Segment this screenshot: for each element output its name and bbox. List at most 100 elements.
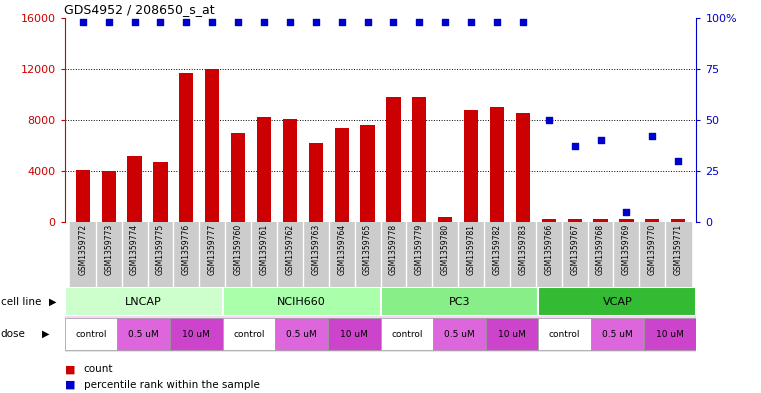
Text: PC3: PC3 bbox=[449, 297, 470, 307]
Bar bbox=[484, 222, 510, 287]
Bar bbox=[387, 97, 400, 222]
Text: GSM1359770: GSM1359770 bbox=[648, 224, 657, 275]
Bar bbox=[199, 222, 225, 287]
Bar bbox=[464, 110, 478, 222]
Bar bbox=[355, 222, 380, 287]
Bar bbox=[127, 156, 142, 222]
Point bbox=[672, 158, 684, 164]
Bar bbox=[406, 222, 432, 287]
Text: NCIH660: NCIH660 bbox=[277, 297, 326, 307]
Bar bbox=[174, 222, 199, 287]
Bar bbox=[283, 119, 297, 222]
Text: 10 uM: 10 uM bbox=[498, 330, 526, 338]
Text: GSM1359773: GSM1359773 bbox=[104, 224, 113, 275]
Bar bbox=[65, 318, 117, 350]
Text: 10 uM: 10 uM bbox=[656, 330, 684, 338]
Point bbox=[543, 117, 555, 123]
Bar bbox=[361, 125, 374, 222]
Text: 0.5 uM: 0.5 uM bbox=[129, 330, 159, 338]
Text: GDS4952 / 208650_s_at: GDS4952 / 208650_s_at bbox=[64, 4, 215, 17]
Bar bbox=[75, 170, 90, 222]
Bar bbox=[587, 222, 613, 287]
Text: ▶: ▶ bbox=[42, 329, 49, 339]
Bar bbox=[180, 73, 193, 222]
Text: GSM1359783: GSM1359783 bbox=[518, 224, 527, 275]
Bar bbox=[542, 219, 556, 222]
Point bbox=[568, 143, 581, 150]
Text: GSM1359771: GSM1359771 bbox=[673, 224, 683, 275]
Text: GSM1359761: GSM1359761 bbox=[260, 224, 269, 275]
Bar bbox=[619, 219, 634, 222]
Bar bbox=[380, 287, 539, 316]
Bar bbox=[148, 222, 174, 287]
Bar bbox=[309, 143, 323, 222]
Point bbox=[646, 133, 658, 140]
Text: ■: ■ bbox=[65, 380, 75, 390]
Bar bbox=[438, 217, 452, 222]
Bar bbox=[170, 318, 223, 350]
Text: GSM1359765: GSM1359765 bbox=[363, 224, 372, 275]
Point bbox=[620, 209, 632, 215]
Bar bbox=[516, 114, 530, 222]
Text: GSM1359768: GSM1359768 bbox=[596, 224, 605, 275]
Bar bbox=[380, 318, 433, 350]
Bar bbox=[380, 222, 406, 287]
Bar bbox=[645, 219, 660, 222]
Point bbox=[517, 18, 529, 25]
Point bbox=[154, 18, 167, 25]
Bar bbox=[486, 318, 539, 350]
Text: VCAP: VCAP bbox=[603, 297, 632, 307]
Bar bbox=[412, 97, 426, 222]
Point bbox=[206, 18, 218, 25]
Bar bbox=[432, 222, 458, 287]
Text: GSM1359781: GSM1359781 bbox=[466, 224, 476, 275]
Bar bbox=[510, 222, 536, 287]
Point bbox=[103, 18, 115, 25]
Bar bbox=[644, 318, 696, 350]
Text: GSM1359767: GSM1359767 bbox=[570, 224, 579, 275]
Text: GSM1359780: GSM1359780 bbox=[441, 224, 450, 275]
Point bbox=[439, 18, 451, 25]
Text: 10 uM: 10 uM bbox=[340, 330, 368, 338]
Bar bbox=[257, 117, 271, 222]
Bar bbox=[231, 132, 245, 222]
Bar bbox=[70, 222, 96, 287]
Text: control: control bbox=[549, 330, 581, 338]
Text: GSM1359777: GSM1359777 bbox=[208, 224, 217, 275]
Point bbox=[361, 18, 374, 25]
Text: cell line: cell line bbox=[1, 297, 41, 307]
Text: GSM1359778: GSM1359778 bbox=[389, 224, 398, 275]
Bar bbox=[101, 171, 116, 222]
Bar bbox=[536, 222, 562, 287]
Text: 0.5 uM: 0.5 uM bbox=[602, 330, 632, 338]
Text: GSM1359760: GSM1359760 bbox=[234, 224, 243, 275]
Bar bbox=[122, 222, 148, 287]
Point bbox=[129, 18, 141, 25]
Bar bbox=[594, 219, 607, 222]
Bar bbox=[539, 318, 591, 350]
Text: GSM1359775: GSM1359775 bbox=[156, 224, 165, 275]
Bar bbox=[117, 318, 170, 350]
Text: ■: ■ bbox=[65, 364, 75, 375]
Text: GSM1359764: GSM1359764 bbox=[337, 224, 346, 275]
Point bbox=[77, 18, 89, 25]
Bar bbox=[329, 222, 355, 287]
Point bbox=[180, 18, 193, 25]
Bar bbox=[671, 219, 686, 222]
Point bbox=[284, 18, 296, 25]
Point bbox=[387, 18, 400, 25]
Bar bbox=[568, 219, 581, 222]
Text: LNCAP: LNCAP bbox=[126, 297, 162, 307]
Text: GSM1359779: GSM1359779 bbox=[415, 224, 424, 275]
Text: 0.5 uM: 0.5 uM bbox=[286, 330, 317, 338]
Bar bbox=[154, 162, 167, 222]
Bar bbox=[223, 318, 275, 350]
Point bbox=[491, 18, 503, 25]
Point bbox=[258, 18, 270, 25]
Text: GSM1359762: GSM1359762 bbox=[285, 224, 295, 275]
Bar bbox=[65, 287, 223, 316]
Bar bbox=[613, 222, 639, 287]
Bar bbox=[433, 318, 486, 350]
Text: percentile rank within the sample: percentile rank within the sample bbox=[84, 380, 260, 390]
Bar bbox=[539, 287, 696, 316]
